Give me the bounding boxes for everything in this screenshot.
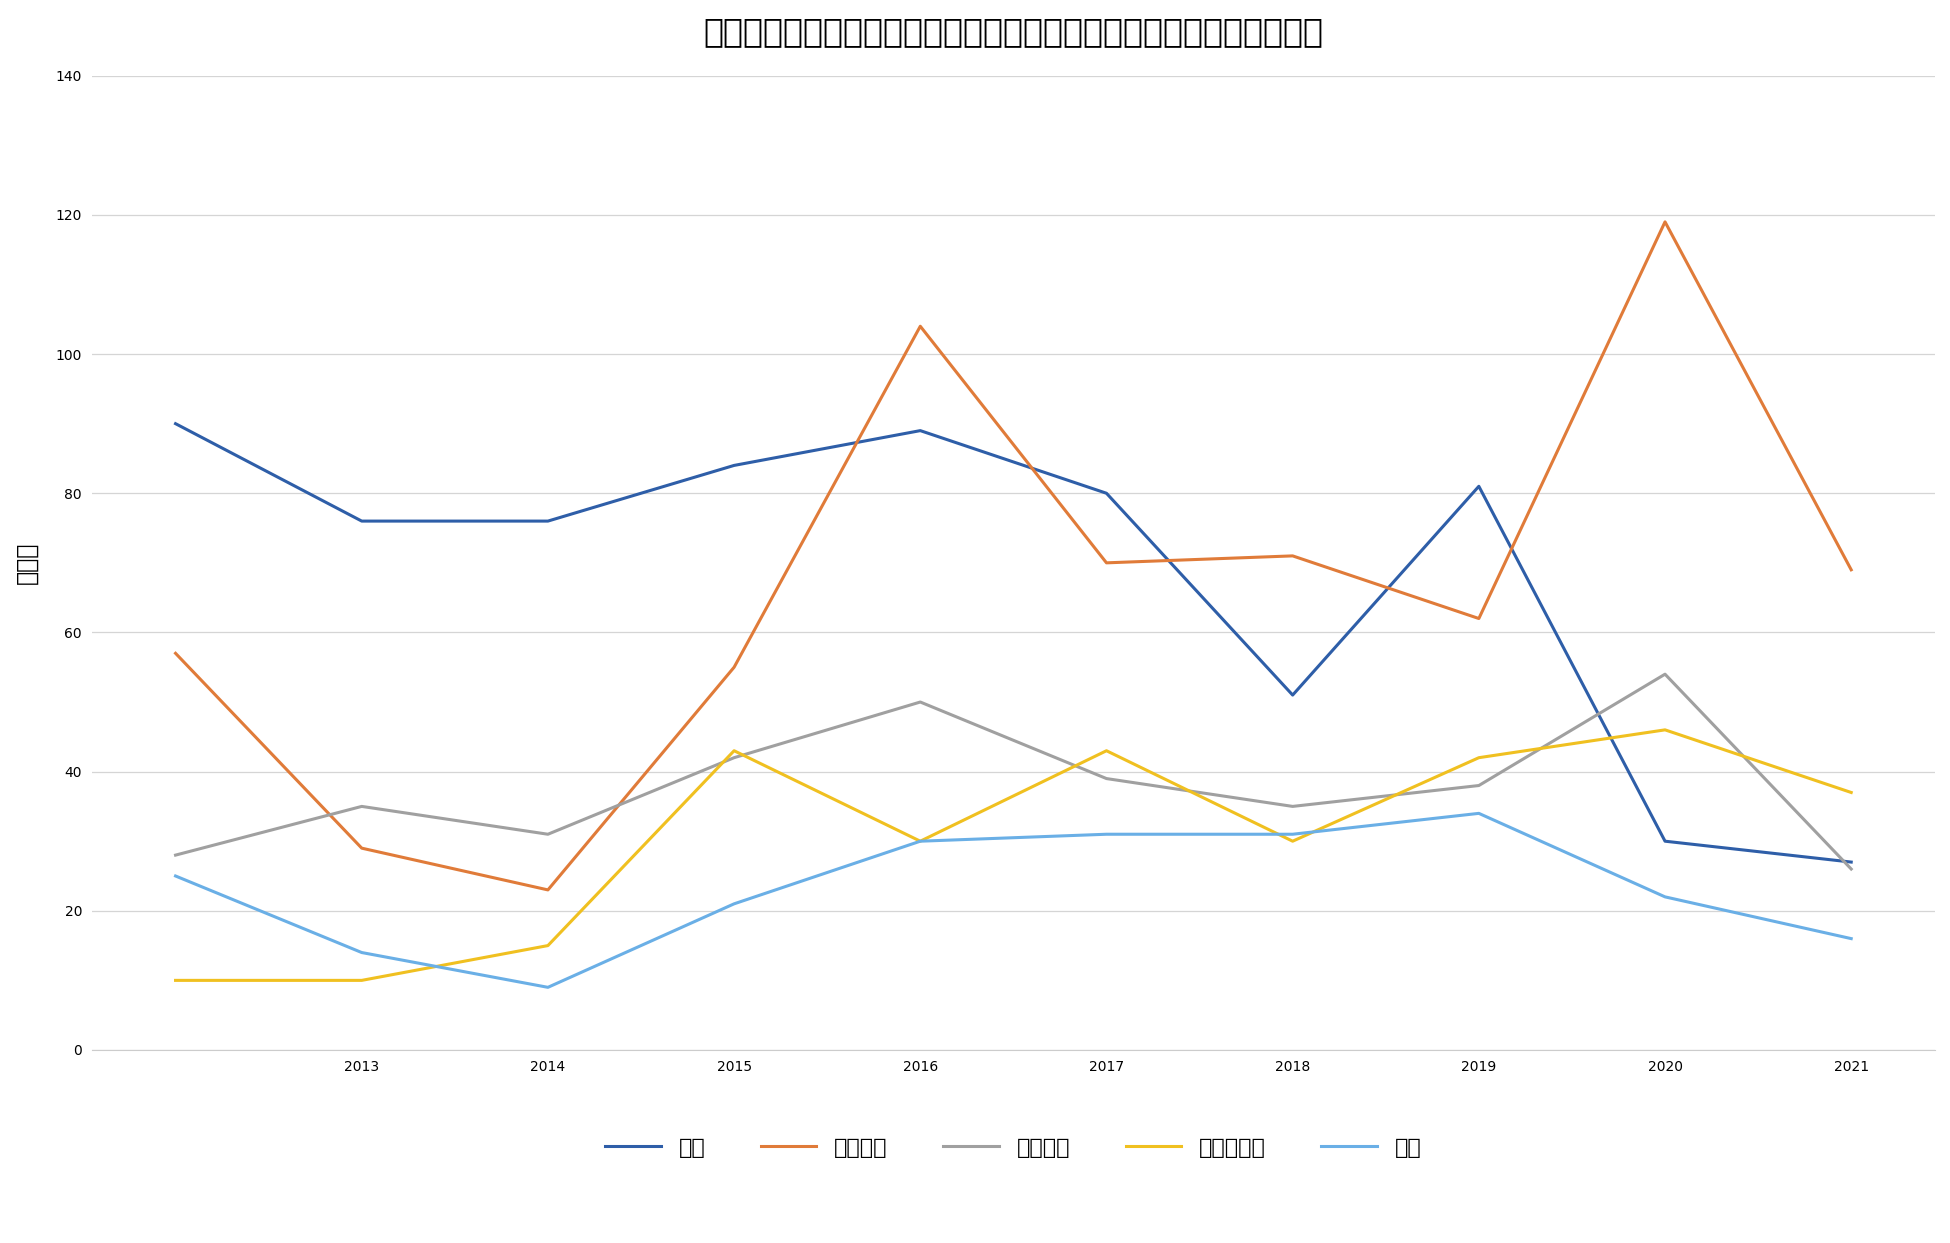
アメリカ xyxy=(1466,612,1490,626)
ノルウェー xyxy=(1094,743,1117,758)
ノルウェー xyxy=(536,938,560,953)
欧州 xyxy=(909,834,932,849)
ノルウェー xyxy=(909,834,932,849)
イギリス xyxy=(909,695,932,710)
Y-axis label: 採択数: 採択数 xyxy=(16,542,39,584)
イギリス xyxy=(536,827,560,842)
日本 xyxy=(722,457,745,472)
日本 xyxy=(1839,855,1862,870)
日本 xyxy=(1281,687,1305,702)
Line: 日本: 日本 xyxy=(176,424,1851,863)
イギリス xyxy=(1466,778,1490,793)
日本 xyxy=(351,513,374,528)
アメリカ xyxy=(1654,214,1677,229)
ノルウェー xyxy=(1839,786,1862,800)
Line: ノルウェー: ノルウェー xyxy=(176,730,1851,981)
欧州 xyxy=(351,945,374,960)
アメリカ xyxy=(722,660,745,675)
日本 xyxy=(1654,834,1677,849)
Legend: 日本, アメリカ, イギリス, ノルウェー, 欧州: 日本, アメリカ, イギリス, ノルウェー, 欧州 xyxy=(597,1130,1431,1167)
イギリス xyxy=(164,848,187,863)
イギリス xyxy=(722,751,745,766)
欧州 xyxy=(722,896,745,911)
Line: アメリカ: アメリカ xyxy=(176,221,1851,890)
ノルウェー xyxy=(1281,834,1305,849)
イギリス xyxy=(1281,799,1305,814)
ノルウェー xyxy=(351,973,374,988)
イギリス xyxy=(351,799,374,814)
ノルウェー xyxy=(722,743,745,758)
欧州 xyxy=(164,869,187,884)
イギリス xyxy=(1839,861,1862,876)
アメリカ xyxy=(351,840,374,855)
日本 xyxy=(164,416,187,431)
アメリカ xyxy=(164,646,187,661)
日本 xyxy=(909,423,932,438)
アメリカ xyxy=(1839,562,1862,577)
アメリカ xyxy=(1094,556,1117,571)
イギリス xyxy=(1654,666,1677,681)
アメリカ xyxy=(909,318,932,333)
欧州 xyxy=(1094,827,1117,842)
欧州 xyxy=(1466,805,1490,820)
Title: 食のサーキュラーエコノミーに関連する研究プロジェクトの国別件数: 食のサーキュラーエコノミーに関連する研究プロジェクトの国別件数 xyxy=(704,15,1324,48)
日本 xyxy=(1094,486,1117,501)
アメリカ xyxy=(536,883,560,897)
欧州 xyxy=(1839,931,1862,946)
Line: 欧州: 欧州 xyxy=(176,813,1851,987)
ノルウェー xyxy=(1466,751,1490,766)
ノルウェー xyxy=(164,973,187,988)
日本 xyxy=(1466,479,1490,493)
ノルウェー xyxy=(1654,722,1677,737)
アメリカ xyxy=(1281,548,1305,563)
イギリス xyxy=(1094,771,1117,786)
欧州 xyxy=(1281,827,1305,842)
欧州 xyxy=(1654,890,1677,905)
日本 xyxy=(536,513,560,528)
欧州 xyxy=(536,979,560,994)
Line: イギリス: イギリス xyxy=(176,674,1851,869)
